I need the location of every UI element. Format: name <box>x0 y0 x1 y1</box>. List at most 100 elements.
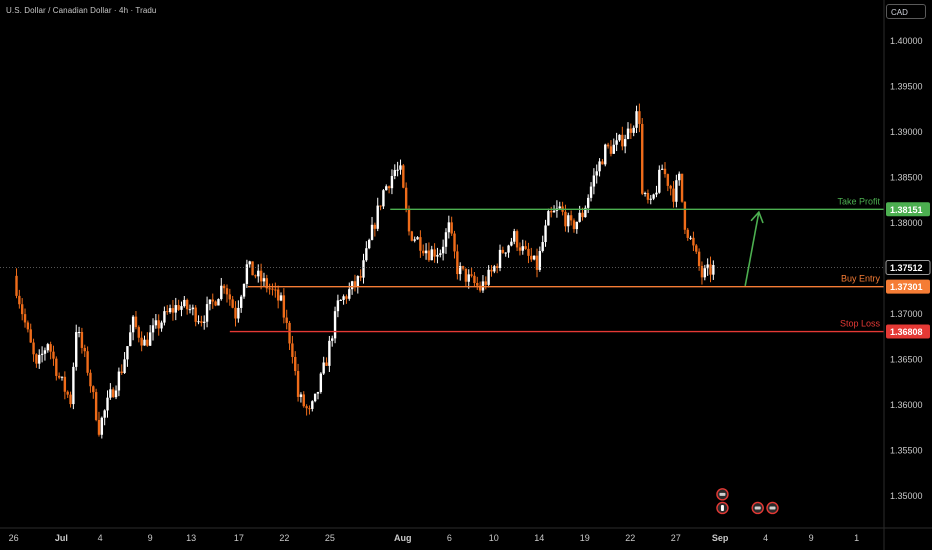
candle <box>601 159 604 165</box>
candle <box>629 123 633 139</box>
price-tick-label: 1.38000 <box>890 218 923 228</box>
candle <box>109 383 112 400</box>
candle <box>163 306 166 326</box>
candle <box>402 163 405 189</box>
candle <box>373 222 377 237</box>
candle <box>586 194 590 214</box>
candle <box>461 265 465 271</box>
candle <box>487 265 490 288</box>
candle <box>205 296 209 328</box>
candle <box>248 260 251 268</box>
candle <box>632 125 635 137</box>
candle <box>345 294 348 304</box>
candle <box>151 318 155 341</box>
candle <box>575 221 579 234</box>
candle <box>288 320 291 350</box>
time-axis[interactable]: 26 Jul 4 9 13 17 22 25 Aug 6 10 14 19 22 27 Sep 4 9 1 <box>0 527 932 543</box>
candle <box>393 164 396 180</box>
candle <box>168 304 172 314</box>
time-tick-label: 25 <box>325 533 335 543</box>
candle <box>231 295 234 309</box>
candle <box>470 267 473 278</box>
candle <box>97 411 101 437</box>
candle <box>112 387 115 398</box>
time-tick-label: 26 <box>9 533 19 543</box>
candle <box>513 228 516 245</box>
candle <box>171 300 175 321</box>
time-tick-label: 4 <box>98 533 103 543</box>
time-tick-label: Sep <box>712 533 729 543</box>
candle <box>646 189 650 204</box>
price-tick-label: 1.35000 <box>890 491 923 501</box>
candle <box>174 297 177 321</box>
candle <box>413 236 416 243</box>
candle <box>376 197 379 232</box>
candle <box>495 263 499 274</box>
price-tick-label: 1.35500 <box>890 446 923 456</box>
candle <box>217 298 220 306</box>
candle <box>441 239 445 261</box>
candle <box>322 356 325 375</box>
candle <box>385 184 388 191</box>
candle <box>126 346 129 367</box>
candle <box>129 324 132 347</box>
candle <box>669 184 672 196</box>
candle <box>46 342 49 353</box>
currency-selector[interactable]: CAD <box>886 4 926 19</box>
buy-entry-label: Buy Entry <box>841 274 881 284</box>
candle <box>123 352 126 374</box>
stop-loss-label: Stop Loss <box>840 319 881 329</box>
candle <box>55 356 58 381</box>
candle <box>530 247 533 262</box>
candle <box>331 335 334 347</box>
candle <box>333 306 337 344</box>
candle <box>23 308 27 328</box>
trade-levels: Take Profit Buy Entry Stop Loss <box>229 196 884 333</box>
candle <box>359 269 362 282</box>
candle <box>40 346 44 363</box>
candle <box>444 228 448 254</box>
candle <box>521 239 524 255</box>
news-event-icon[interactable] <box>716 488 729 501</box>
candle <box>541 235 544 253</box>
candle <box>103 409 106 426</box>
price-axis[interactable]: 1.40000 1.39500 1.39000 1.38500 1.38000 1.370… <box>883 0 923 550</box>
candle <box>350 280 354 295</box>
arrow-shaft <box>744 211 760 286</box>
candle <box>353 274 357 292</box>
candle <box>242 283 246 299</box>
candle <box>689 235 692 240</box>
candle <box>618 134 621 142</box>
svg-text:1.36808: 1.36808 <box>890 327 923 337</box>
svg-text:1.38151: 1.38151 <box>890 205 923 215</box>
candle <box>32 338 35 362</box>
price-tick-label: 1.40000 <box>890 36 923 46</box>
candle <box>459 262 462 281</box>
candle <box>592 168 596 195</box>
time-tick-label: 14 <box>534 533 544 543</box>
news-event-icon[interactable] <box>766 501 779 515</box>
candle <box>259 263 263 290</box>
chart-title: U.S. Dollar / Canadian Dollar · 4h · Tra… <box>6 6 157 15</box>
candle <box>510 237 513 247</box>
price-tick-label: 1.36000 <box>890 400 923 410</box>
candle <box>427 242 431 262</box>
candle <box>313 393 317 403</box>
time-tick-label: 22 <box>625 533 635 543</box>
dividend-event-icon[interactable] <box>716 501 729 515</box>
event-markers[interactable] <box>716 488 779 515</box>
candle <box>177 299 180 311</box>
candle <box>29 323 32 343</box>
candle <box>660 164 664 170</box>
news-event-icon[interactable] <box>751 501 764 515</box>
candle <box>387 185 391 194</box>
candle <box>66 390 69 398</box>
candle <box>83 344 86 358</box>
candle <box>80 327 84 354</box>
candle <box>638 103 641 133</box>
candle <box>200 315 203 327</box>
candle <box>476 276 479 290</box>
candle <box>140 331 143 352</box>
candle <box>148 325 152 347</box>
